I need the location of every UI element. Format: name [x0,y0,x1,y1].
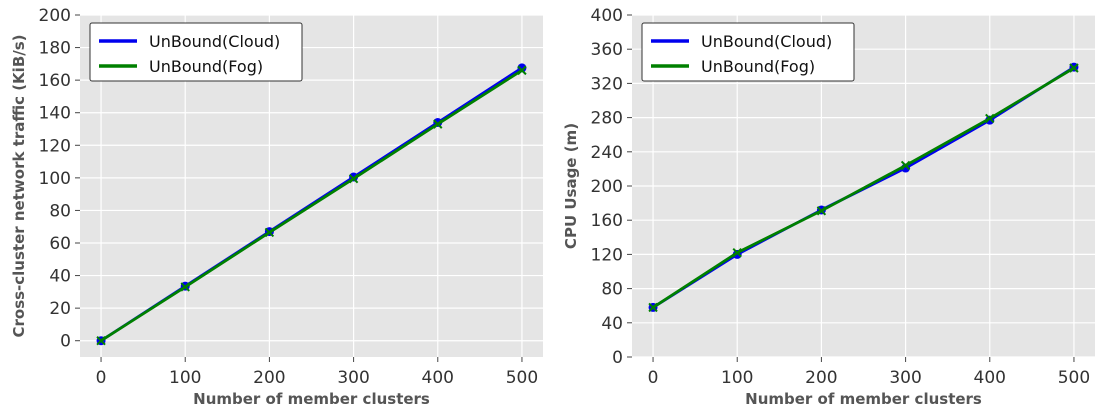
data-point [433,119,443,129]
data-point [900,160,911,171]
x-tick-label: 200 [253,368,285,388]
x-tick-label: 100 [169,368,201,388]
y-tick-label: 0 [60,332,71,352]
legend-label: UnBound(Cloud) [701,32,832,51]
data-point [816,206,827,216]
y-tick-label: 120 [591,245,623,265]
y-tick-label: 280 [591,109,623,129]
y-tick-label: 140 [39,104,71,124]
data-point [264,227,275,238]
y-tick-label: 180 [39,39,71,59]
chart-panel-1: 0 20 40 60 80 100 120 140 160 180 200 0 100 200 300 400… [10,6,543,408]
x-tick-label: 500 [506,368,538,388]
data-point [348,173,359,184]
y-tick-label: 240 [591,143,623,163]
legend-label: UnBound(Cloud) [149,32,280,51]
y-tick-label: 320 [591,74,623,94]
y-tick-label: 120 [39,136,71,156]
legend-box [89,22,303,82]
y-tick-label: 200 [39,6,71,26]
x-axis-label: Number of member clusters [193,390,430,408]
data-point [180,282,190,292]
y-tick-label: 100 [39,169,71,189]
legend-label: UnBound(Fog) [701,57,815,76]
x-axis-label: Number of member clusters [745,390,982,408]
chart-panel-2: 0 40 80 120 160 200 240 280 320 360 400 0 100 200 300 4… [562,6,1095,408]
y-tick-label: 40 [49,267,71,287]
y-tick-label: 360 [591,40,623,60]
data-point [985,113,995,124]
y-tick-label: 80 [601,280,623,300]
x-tick-label: 0 [96,368,107,388]
y-tick-label: 160 [591,211,623,231]
series-line [100,69,523,342]
legend-label: UnBound(Fog) [149,57,263,76]
y-axis-label: Cross-cluster network traffic (KiB/s) [10,34,28,337]
data-point [732,247,742,258]
y-tick-label: 0 [612,348,623,368]
x-tick-label: 0 [648,368,659,388]
y-tick-label: 40 [601,314,623,334]
data-point [648,302,658,313]
x-tick-label: 500 [1058,368,1090,388]
x-tick-label: 300 [889,368,921,388]
x-tick-label: 100 [721,368,753,388]
series-2 [648,63,1079,313]
legend: UnBound(Cloud) UnBound(Fog) [89,22,303,82]
y-tick-label: 20 [49,299,71,319]
y-tick-label: 160 [39,71,71,91]
data-point [1069,63,1079,73]
series-2 [96,65,527,346]
legend: UnBound(Cloud) UnBound(Fog) [641,22,855,82]
data-point [517,65,527,76]
data-point [96,336,106,346]
x-tick-label: 400 [974,368,1006,388]
y-tick-label: 200 [591,177,623,197]
x-tick-label: 300 [337,368,369,388]
legend-box [641,22,855,82]
y-tick-label: 60 [49,234,71,254]
y-tick-label: 400 [591,6,623,26]
series-line [652,66,1075,309]
y-axis-label: CPU Usage (m) [562,123,580,249]
x-tick-label: 400 [422,368,454,388]
x-tick-label: 200 [805,368,837,388]
y-tick-label: 80 [49,201,71,221]
